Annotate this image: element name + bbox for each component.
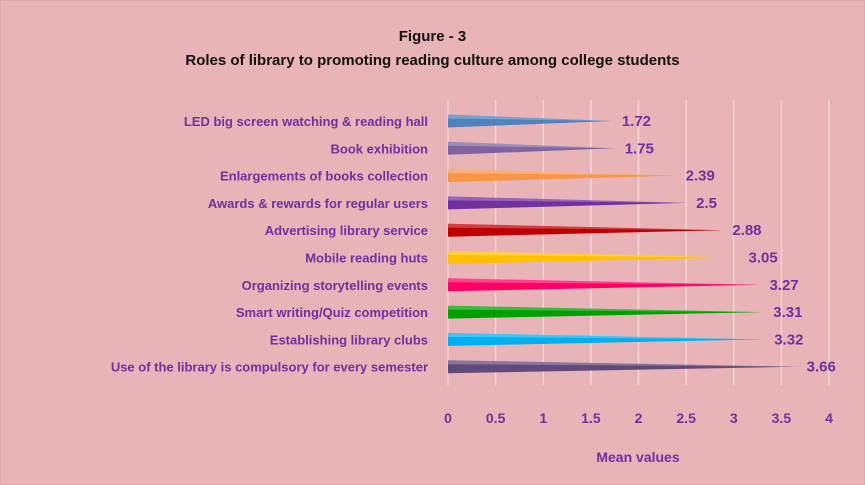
category-label: Enlargements of books collection bbox=[220, 169, 428, 184]
x-tick-label: 0 bbox=[444, 410, 452, 426]
bar-highlight bbox=[448, 251, 739, 258]
bar bbox=[448, 251, 739, 264]
bar bbox=[448, 223, 723, 237]
bar bbox=[448, 196, 687, 210]
bar bbox=[448, 169, 676, 183]
x-tick-label: 1.5 bbox=[581, 410, 601, 426]
value-label: 3.31 bbox=[773, 304, 802, 321]
x-tick-label: 0.5 bbox=[486, 410, 506, 426]
x-tick-label: 3 bbox=[730, 410, 738, 426]
bar bbox=[448, 278, 760, 292]
category-label: Use of the library is compulsory for eve… bbox=[111, 360, 428, 375]
value-label: 3.66 bbox=[807, 359, 836, 376]
category-label: Book exhibition bbox=[331, 141, 429, 156]
value-label: 2.39 bbox=[686, 168, 715, 185]
category-label: LED big screen watching & reading hall bbox=[184, 114, 428, 129]
bar bbox=[448, 360, 797, 374]
value-label: 2.5 bbox=[696, 195, 717, 212]
x-axis-title: Mean values bbox=[596, 449, 679, 465]
category-label: Smart writing/Quiz competition bbox=[236, 305, 428, 320]
bar-highlight bbox=[448, 305, 764, 313]
bar bbox=[448, 114, 612, 128]
bar-highlight bbox=[448, 114, 612, 121]
category-label: Establishing library clubs bbox=[270, 332, 428, 347]
value-label: 3.27 bbox=[769, 277, 798, 294]
bar-highlight bbox=[448, 169, 676, 176]
x-tick-label: 3.5 bbox=[772, 410, 792, 426]
bar-highlight bbox=[448, 332, 765, 340]
value-label: 3.32 bbox=[774, 331, 803, 348]
bar bbox=[448, 141, 615, 155]
chart-title: Roles of library to promoting reading cu… bbox=[185, 52, 680, 69]
bar-highlight bbox=[448, 278, 760, 285]
x-tick-label: 4 bbox=[825, 410, 833, 426]
category-label: Awards & rewards for regular users bbox=[208, 196, 428, 211]
bar-highlight bbox=[448, 360, 797, 367]
category-label: Advertising library service bbox=[265, 223, 428, 238]
value-label: 1.75 bbox=[625, 140, 654, 157]
chart-title-figure-number: Figure - 3 bbox=[398, 28, 467, 45]
value-label: 2.88 bbox=[732, 222, 761, 239]
x-tick-label: 1 bbox=[539, 410, 547, 426]
bar-highlight bbox=[448, 141, 615, 149]
bar-highlight bbox=[448, 196, 687, 203]
bar bbox=[448, 305, 764, 319]
x-tick-label: 2 bbox=[635, 410, 643, 426]
category-label: Mobile reading huts bbox=[305, 251, 428, 266]
bar-highlight bbox=[448, 223, 723, 231]
value-label: 1.72 bbox=[622, 113, 651, 130]
bar bbox=[448, 332, 765, 346]
value-label: 3.05 bbox=[749, 250, 778, 267]
x-tick-label: 2.5 bbox=[676, 410, 696, 426]
category-label: Organizing storytelling events bbox=[242, 278, 428, 293]
